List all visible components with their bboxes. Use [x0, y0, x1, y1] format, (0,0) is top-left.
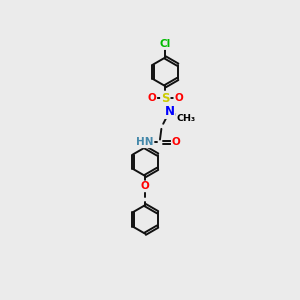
Text: CH₃: CH₃	[176, 114, 195, 123]
Text: O: O	[141, 182, 150, 191]
Text: S: S	[161, 92, 170, 105]
Text: O: O	[172, 137, 181, 147]
Text: HN: HN	[136, 137, 154, 147]
Text: Cl: Cl	[160, 39, 171, 49]
Text: N: N	[164, 105, 175, 118]
Text: O: O	[148, 93, 156, 103]
Text: O: O	[174, 93, 183, 103]
